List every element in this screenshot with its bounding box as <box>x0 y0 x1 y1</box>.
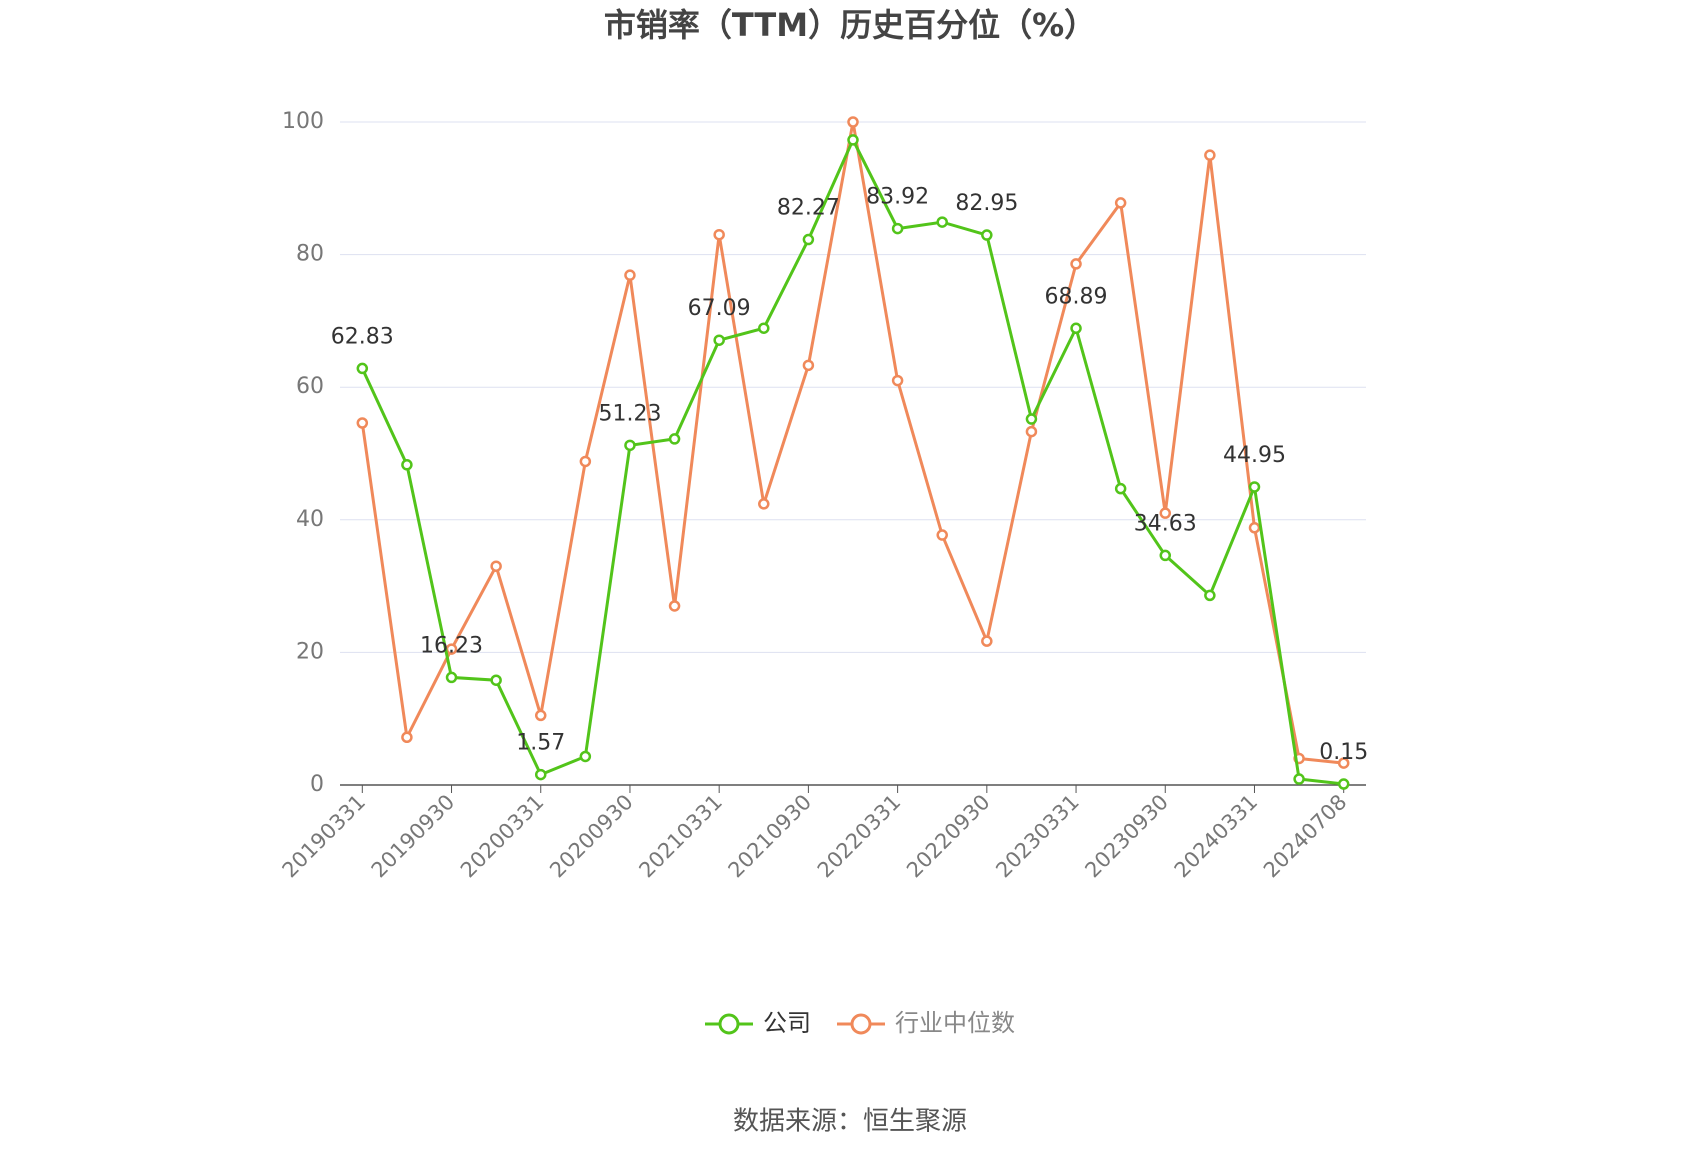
legend-label: 公司 <box>763 1009 811 1037</box>
data-point <box>356 362 369 375</box>
data-point <box>579 750 592 763</box>
data-point <box>534 768 547 781</box>
x-tick-label: 20190930 <box>367 790 460 883</box>
data-point <box>1204 149 1216 161</box>
data-point <box>1293 773 1305 785</box>
data-point <box>758 498 770 510</box>
data-label: 68.89 <box>1045 284 1108 309</box>
y-tick-label: 60 <box>296 374 324 399</box>
x-tick-label: 20230930 <box>1080 790 1173 883</box>
data-point <box>1114 482 1127 495</box>
data-point <box>1025 413 1038 425</box>
data-point <box>1248 481 1261 493</box>
data-point <box>1159 549 1172 562</box>
x-tick-label: 20190331 <box>278 790 371 883</box>
data-point <box>401 459 413 471</box>
data-label: 1.57 <box>516 731 565 756</box>
data-label: 44.95 <box>1223 443 1286 468</box>
legend-label: 行业中位数 <box>895 1009 1015 1037</box>
x-tick-label: 20220930 <box>902 790 995 883</box>
data-point <box>891 222 904 235</box>
data-point <box>1070 322 1082 335</box>
data-point <box>981 635 993 647</box>
legend-marker <box>718 1013 740 1035</box>
data-label: 62.83 <box>331 324 394 349</box>
y-tick-label: 80 <box>296 242 324 267</box>
data-point <box>802 233 815 246</box>
y-tick-label: 20 <box>296 639 324 664</box>
y-tick-label: 40 <box>296 507 324 532</box>
data-point <box>624 439 636 452</box>
data-point <box>936 529 948 541</box>
data-point <box>847 116 859 128</box>
data-label: 82.27 <box>777 196 840 221</box>
x-tick-label: 20240708 <box>1259 790 1352 883</box>
data-label: 16.23 <box>420 633 483 658</box>
data-label: 51.23 <box>598 401 661 426</box>
x-tick-label: 20200331 <box>456 790 549 883</box>
y-tick-label: 100 <box>282 109 324 134</box>
x-tick-label: 20220331 <box>813 790 906 883</box>
data-point <box>1025 425 1038 438</box>
data-label: 0.15 <box>1319 740 1368 765</box>
data-point <box>891 374 904 387</box>
data-point <box>1159 507 1172 519</box>
x-tick-label: 20210331 <box>634 790 727 883</box>
data-point <box>936 216 948 228</box>
y-tick-label: 0 <box>310 772 324 797</box>
data-point <box>802 359 815 372</box>
data-point <box>356 417 369 429</box>
data-point <box>713 334 725 346</box>
legend-marker <box>850 1013 872 1035</box>
chart-title: 市销率（TTM）历史百分位（%） <box>604 6 1096 44</box>
data-label: 67.09 <box>688 296 751 321</box>
x-tick-label: 20230331 <box>991 790 1084 883</box>
x-tick-label: 20200930 <box>545 790 638 883</box>
series-line <box>360 136 1344 786</box>
data-point <box>1337 757 1350 769</box>
data-point <box>1248 522 1261 534</box>
data-point <box>490 560 502 572</box>
x-tick-label: 20210930 <box>724 790 817 883</box>
data-label: 34.63 <box>1134 511 1197 536</box>
data-point <box>534 709 547 722</box>
data-point <box>1070 258 1082 270</box>
data-point <box>401 731 413 744</box>
data-point <box>624 269 636 281</box>
data-point <box>1337 778 1350 790</box>
data-point <box>445 671 458 684</box>
data-label: 82.95 <box>955 191 1018 216</box>
data-point <box>668 433 681 445</box>
data-point <box>1114 197 1127 209</box>
source-note: 数据来源：恒生聚源 <box>733 1107 967 1137</box>
x-tick-label: 20240331 <box>1170 790 1263 883</box>
series-line <box>360 121 1344 765</box>
data-point <box>713 228 725 241</box>
data-point <box>981 229 993 241</box>
data-point <box>579 455 592 468</box>
data-label: 83.92 <box>866 185 929 210</box>
data-point <box>490 674 502 686</box>
data-point <box>668 600 681 612</box>
data-point <box>847 134 859 146</box>
data-point <box>1204 589 1216 602</box>
data-point <box>758 322 770 334</box>
